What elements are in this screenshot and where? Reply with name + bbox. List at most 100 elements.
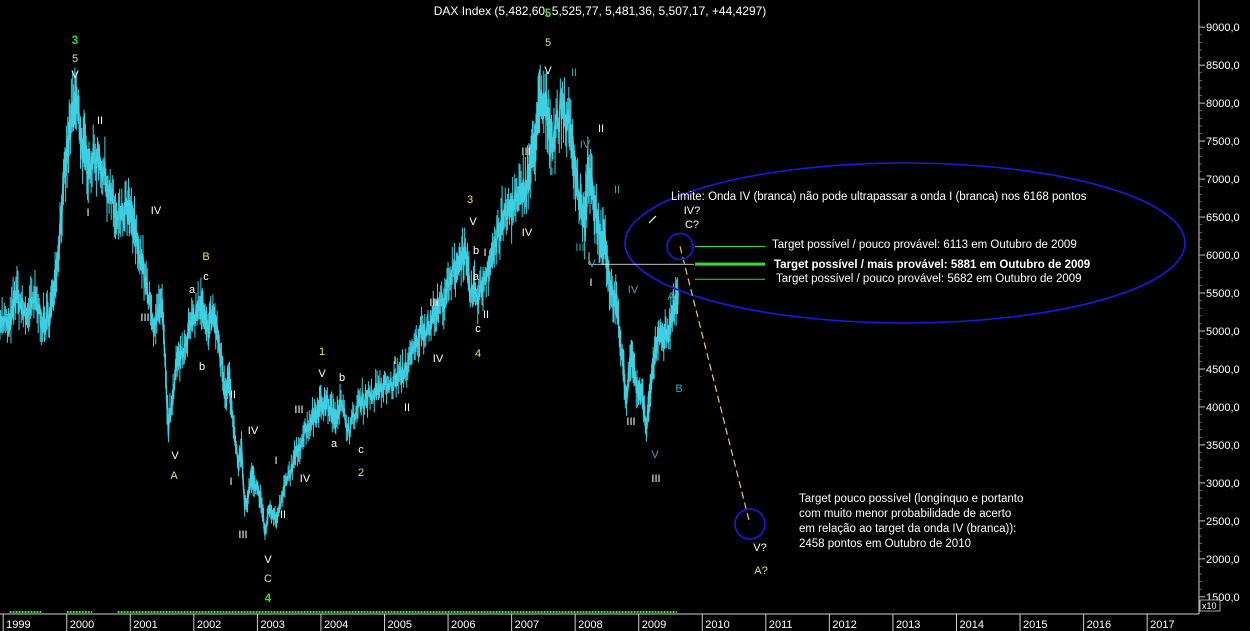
x-tick-label: 2006 bbox=[451, 619, 475, 631]
wave-label: 3 bbox=[72, 35, 78, 47]
y-tick-label: 7000,0 bbox=[1206, 174, 1240, 186]
chart-title: DAX Index (5,482,60, 5,525,77, 5,481,36,… bbox=[433, 4, 767, 18]
x-tick-label: 2001 bbox=[133, 619, 157, 631]
far-target-annotation-line: 2458 pontos em Outubro de 2010 bbox=[799, 538, 971, 550]
wave-label: A bbox=[170, 470, 178, 482]
wave-label: 5 bbox=[545, 37, 551, 49]
wave-label: V bbox=[264, 554, 272, 566]
wave-label: I bbox=[609, 295, 612, 307]
x-tick-label: 2010 bbox=[705, 619, 729, 631]
wave-label: IV bbox=[248, 425, 259, 437]
wave-label: III bbox=[521, 146, 530, 158]
wave-label: 1 bbox=[319, 346, 325, 358]
target-mid-annotation: Target possível / mais provável: 5881 em… bbox=[774, 259, 1090, 271]
wave-label: 4 bbox=[475, 348, 481, 360]
wave-label: II bbox=[404, 402, 410, 414]
limit-annotation: Limite: Onda IV (branca) não pode ultrap… bbox=[671, 191, 1087, 203]
wave-label: b bbox=[339, 372, 345, 384]
wave-label: I bbox=[229, 476, 232, 488]
wave-label: a bbox=[473, 271, 480, 283]
y-tick-label: 6000,0 bbox=[1206, 250, 1240, 262]
y-tick-label: 4000,0 bbox=[1206, 402, 1240, 414]
wave-label: 2 bbox=[358, 467, 364, 479]
price-line bbox=[0, 88, 679, 536]
wave-label: III bbox=[429, 297, 438, 309]
target-zone-ellipse bbox=[624, 162, 1186, 324]
x-tick-label: 2000 bbox=[70, 619, 94, 631]
far-target-annotation-line: com muito menor probabilidade de acerto bbox=[799, 508, 1011, 520]
wave-label: II bbox=[598, 123, 604, 135]
x-tick-label: 2003 bbox=[260, 619, 284, 631]
wave-label: c bbox=[475, 323, 481, 335]
wave-label: 5 bbox=[545, 8, 552, 20]
wave-label: IV bbox=[522, 227, 533, 239]
wave-label: I bbox=[483, 247, 486, 259]
unit-box bbox=[1199, 599, 1221, 612]
x-tick-label: 2008 bbox=[578, 619, 602, 631]
wave-label: II bbox=[280, 509, 286, 521]
y-tick-label: 3000,0 bbox=[1206, 478, 1240, 490]
wave-label: 5 bbox=[72, 53, 78, 65]
wave-label: V bbox=[651, 449, 659, 461]
wave-label: V? bbox=[753, 542, 766, 554]
wave-label: II bbox=[97, 115, 103, 127]
x-tick-label: 2004 bbox=[324, 619, 348, 631]
wave-label: I bbox=[589, 277, 592, 289]
wave-label: C bbox=[264, 573, 272, 585]
y-tick-label: 9000,0 bbox=[1206, 22, 1240, 34]
wave-label: II bbox=[614, 184, 620, 196]
y-tick-label: 3500,0 bbox=[1206, 440, 1240, 452]
wave-label: V bbox=[544, 65, 552, 77]
wave-label: IV bbox=[628, 284, 639, 296]
wave-label: III bbox=[238, 529, 247, 541]
x-tick-label: 2007 bbox=[515, 619, 539, 631]
wave-label: II bbox=[483, 309, 489, 321]
target-low-annotation: Target possível / pouco provável: 5682 e… bbox=[776, 273, 1082, 285]
far-target-annotation-line: Target pouco possível (longínquo e porta… bbox=[799, 493, 1023, 505]
target-circle-far bbox=[734, 508, 766, 540]
x-tick-label: 2009 bbox=[642, 619, 666, 631]
x-tick-label: 2012 bbox=[832, 619, 856, 631]
projection-line bbox=[679, 246, 751, 525]
wave-label: IV bbox=[433, 353, 444, 365]
x-tick-label: 2013 bbox=[896, 619, 920, 631]
x-tick-label: 1999 bbox=[6, 619, 30, 631]
limit-arrow bbox=[648, 215, 657, 224]
target-high-annotation: Target possível / pouco provável: 6113 e… bbox=[772, 239, 1077, 251]
wave-label: c bbox=[203, 271, 209, 283]
wave-label: V bbox=[318, 368, 326, 380]
wave-label: III bbox=[651, 473, 660, 485]
wave-label: A? bbox=[754, 565, 767, 577]
wave-label: I bbox=[274, 455, 277, 467]
wave-label: 3 bbox=[467, 194, 473, 206]
x-tick-label: 2005 bbox=[388, 619, 412, 631]
wave-label: III bbox=[626, 416, 635, 428]
wave-label: B bbox=[202, 251, 209, 263]
y-tick-label: 2000,0 bbox=[1206, 554, 1240, 566]
wave-label: II bbox=[571, 67, 577, 79]
wave-label: B bbox=[675, 383, 682, 395]
wave-label: IV bbox=[151, 205, 162, 217]
wave-label: V bbox=[588, 258, 596, 270]
wave-label: 4 bbox=[265, 593, 272, 605]
wave-label: V bbox=[71, 69, 79, 81]
price-series bbox=[0, 64, 679, 541]
x-tick-label: 2015 bbox=[1023, 619, 1047, 631]
wave-label: V bbox=[171, 450, 179, 462]
wave-label: a bbox=[331, 438, 338, 450]
x-tick-label: 2016 bbox=[1087, 619, 1111, 631]
wave-label: I bbox=[550, 166, 553, 178]
y-tick-label: 5000,0 bbox=[1206, 326, 1240, 338]
y-tick-label: 6500,0 bbox=[1206, 212, 1240, 224]
y-tick-label: 7500,0 bbox=[1206, 136, 1240, 148]
annotation-overlay: Limite: Onda IV (branca) não pode ultrap… bbox=[588, 162, 1186, 550]
wave-label: IV? bbox=[684, 205, 701, 217]
wave-label: III bbox=[140, 312, 149, 324]
wave-label: C? bbox=[685, 219, 699, 231]
wave-label: II bbox=[230, 389, 236, 401]
x-tick-label: 2017 bbox=[1150, 619, 1174, 631]
wave-label: IV bbox=[300, 473, 311, 485]
